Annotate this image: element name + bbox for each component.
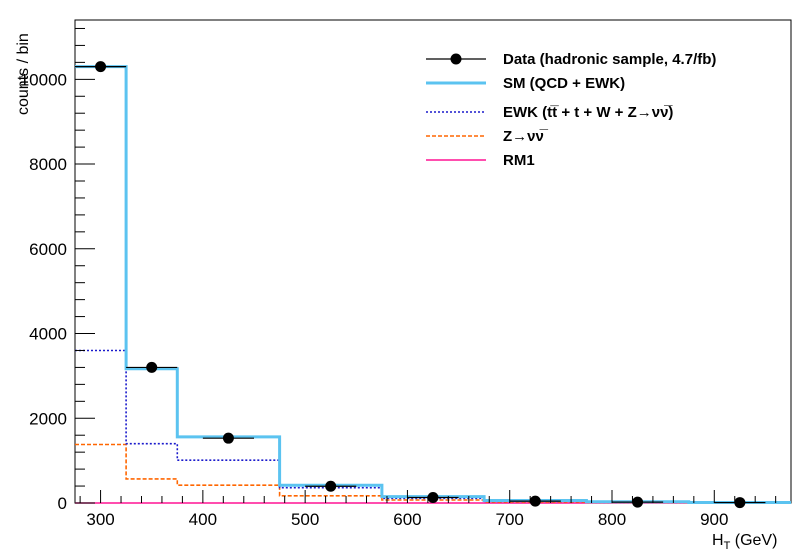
y-axis-title: counts / bin (15, 33, 32, 115)
axes-layer: 300 400 500 600 700 800 900 0 2000 4000 6000 8000 10… (20, 27, 777, 529)
data-point (427, 491, 439, 503)
step-line-ewk-tt-t-w-z (75, 349, 791, 504)
step-line-sm-qcd-ewk (75, 65, 791, 504)
y-tick-label: 2000 (29, 409, 67, 428)
legend-label-rm1: RM1 (503, 152, 535, 169)
x-tick-label: 700 (496, 510, 524, 529)
data-point (146, 361, 158, 373)
data-point (632, 496, 644, 508)
x-axis-title: HT (GeV) (712, 532, 777, 552)
y-tick-label: 6000 (29, 240, 67, 259)
x-tick-label: 500 (291, 510, 319, 529)
legend-item-ewk: EWK (tt̅ + t + W + Z→νν̅) (426, 104, 673, 121)
legend: Data (hadronic sample, 4.7/fb) SM (QCD +… (426, 51, 716, 169)
y-tick-label: 0 (58, 494, 67, 513)
x-tick-label: 800 (598, 510, 626, 529)
y-tick-label: 8000 (29, 155, 67, 174)
x-tick-label: 400 (189, 510, 217, 529)
legend-label-ewk: EWK (tt̅ + t + W + Z→νν̅) (503, 104, 673, 121)
x-axis-title-unit: (GeV) (730, 532, 777, 549)
legend-label-znunu: Z→νν̅ (503, 128, 549, 145)
legend-label-data: Data (hadronic sample, 4.7/fb) (503, 51, 716, 68)
legend-marker-dot-data (450, 53, 462, 65)
legend-label-sm: SM (QCD + EWK) (503, 75, 625, 92)
legend-item-data: Data (hadronic sample, 4.7/fb) (426, 51, 716, 68)
x-axis-title-subscript: T (724, 540, 731, 552)
y-tick-label: 4000 (29, 325, 67, 344)
x-axis-title-main: H (712, 532, 724, 549)
data-point (222, 432, 234, 444)
y-tick-label: 10000 (20, 70, 67, 89)
plot-frame (74, 19, 792, 504)
data-point (95, 61, 107, 73)
x-tick-label: 600 (393, 510, 421, 529)
x-tick-label: 900 (700, 510, 728, 529)
data-point (734, 497, 746, 509)
data-point (325, 480, 337, 492)
data-point (529, 495, 541, 507)
legend-item-znunu: Z→νν̅ (426, 128, 549, 145)
x-tick-label: 300 (86, 510, 114, 529)
histogram-layer (75, 61, 791, 509)
legend-item-sm: SM (QCD + EWK) (426, 75, 625, 92)
legend-item-rm1: RM1 (426, 152, 535, 169)
